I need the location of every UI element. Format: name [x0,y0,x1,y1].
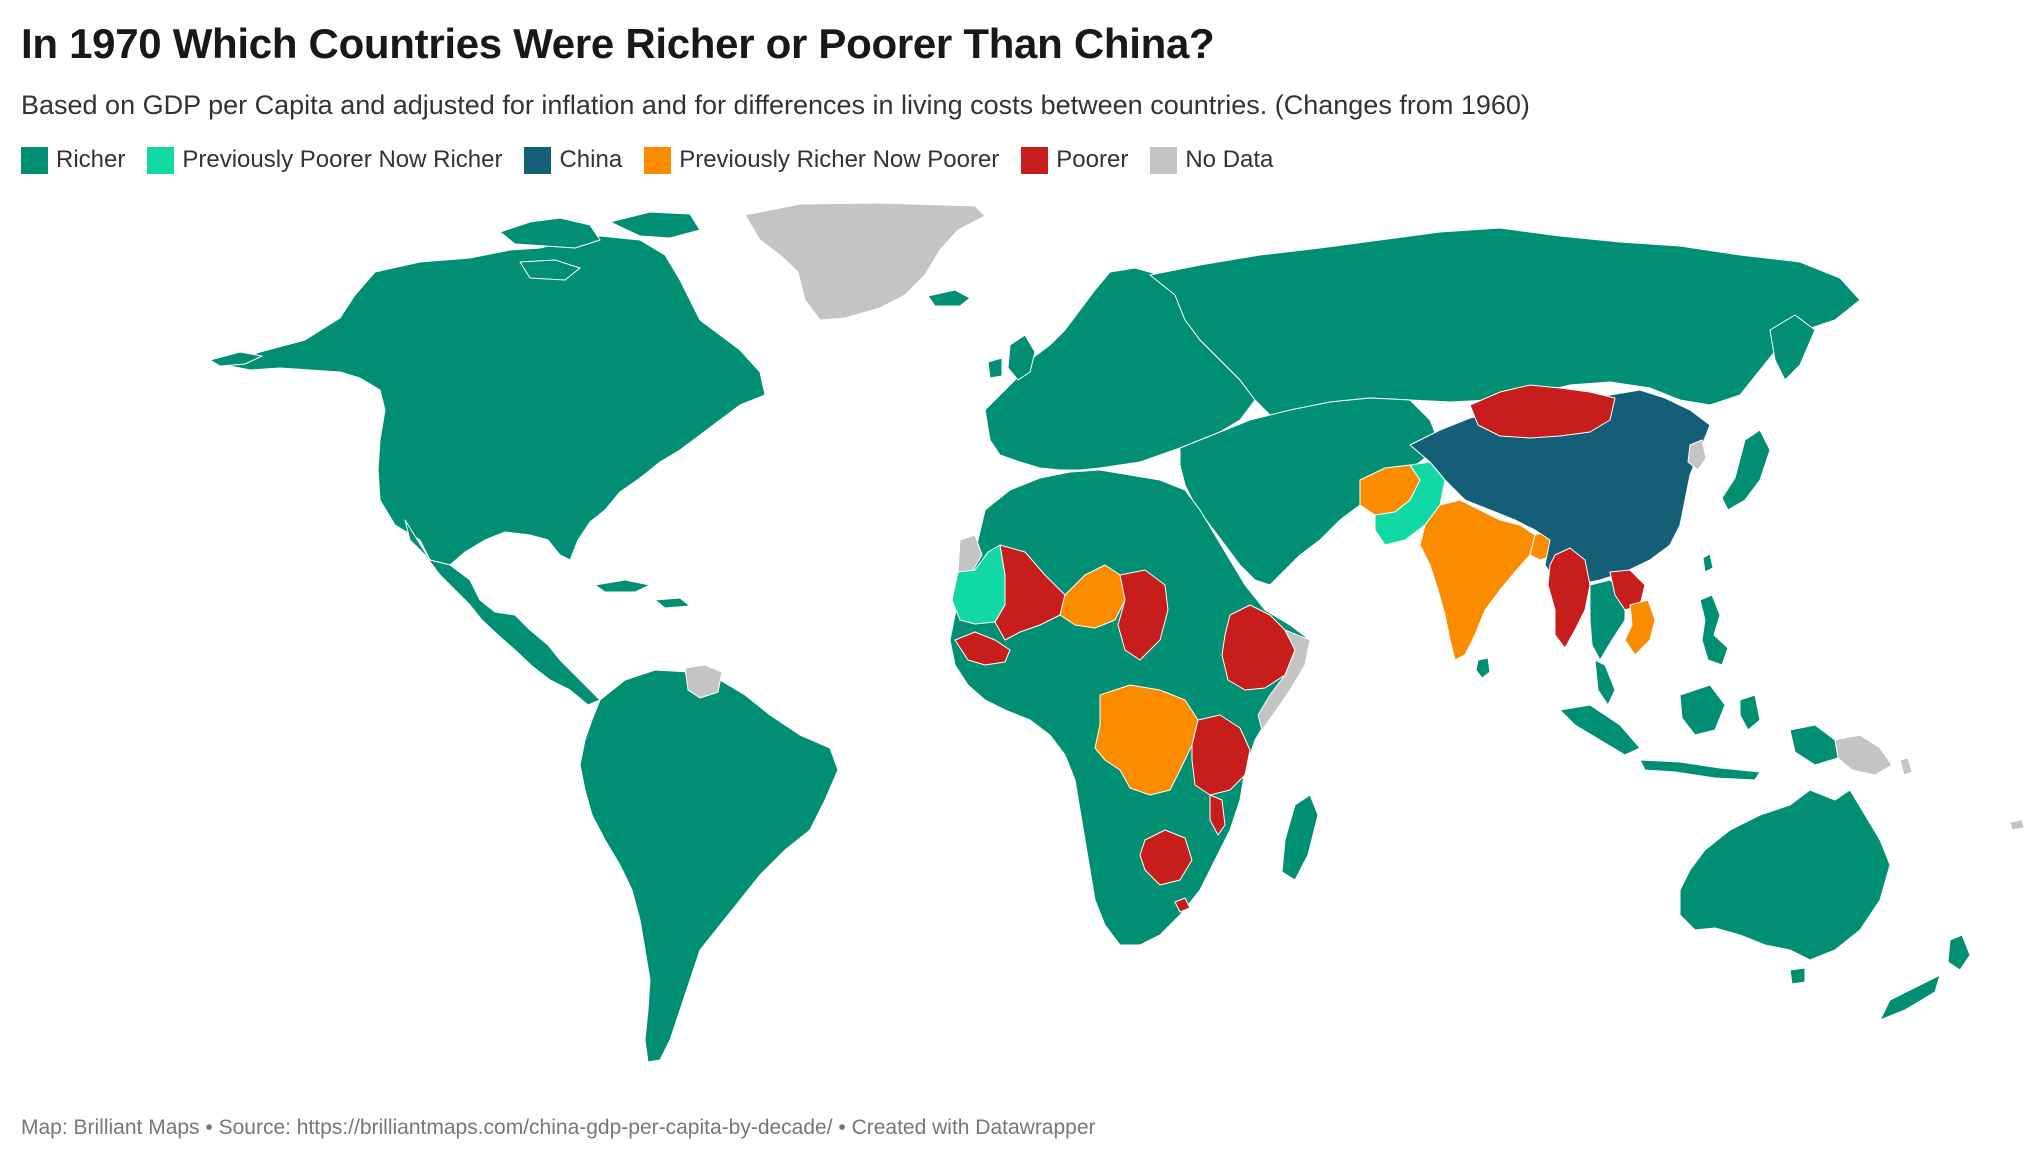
region-ethiopia[interactable] [1221,604,1296,691]
region-chad[interactable] [1117,569,1169,661]
region-lesotho[interactable] [1174,897,1191,913]
legend-label-china: China [559,146,623,173]
region-philippines[interactable] [1699,594,1729,666]
region-new-zealand[interactable] [1879,934,1971,1021]
legend-label-previously-richer-now-poorer: Previously Richer Now Poorer [679,146,1000,173]
region-north-america[interactable] [224,235,766,566]
region-madagascar[interactable] [1281,794,1319,881]
region-aleutians[interactable] [209,351,263,367]
region-british-isles[interactable] [987,334,1036,381]
region-iceland[interactable] [927,289,971,307]
region-south-america[interactable] [579,669,839,1063]
region-russia[interactable] [1149,227,1861,421]
region-pacific-islands[interactable] [1899,757,2025,831]
region-india[interactable] [1419,499,1536,661]
legend-label-previously-poorer-now-richer: Previously Poorer Now Richer [182,146,503,173]
world-map [209,202,2025,1063]
region-tasmania[interactable] [1789,967,1806,985]
region-korea[interactable] [1687,439,1707,471]
region-papua-new-guinea[interactable] [1834,734,1893,776]
legend-item-poorer: Poorer [1021,146,1128,174]
region-greenland[interactable] [744,202,986,321]
legend-item-china: China [524,146,622,174]
legend-item-richer: Richer [21,146,125,174]
region-japan[interactable] [1721,429,1771,511]
page-subtitle: Based on GDP per Capita and adjusted for… [21,90,1530,120]
region-dr-congo[interactable] [1094,684,1199,796]
legend-item-previously-richer-now-poorer: Previously Richer Now Poorer [644,146,999,174]
region-central-asia-middle-east[interactable] [1179,397,1441,586]
page-title: In 1970 Which Countries Were Richer or P… [21,20,1215,67]
region-malawi[interactable] [1209,794,1226,836]
legend: Richer Previously Poorer Now Richer Chin… [21,146,1295,174]
region-vietnam[interactable] [1624,599,1656,656]
region-botswana[interactable] [1139,829,1193,886]
legend-swatch-richer [21,146,48,174]
legend-swatch-no-data [1150,146,1178,174]
legend-swatch-previously-poorer-now-richer [147,146,175,174]
region-taiwan[interactable] [1702,553,1714,573]
region-sri-lanka[interactable] [1475,657,1491,679]
legend-item-no-data: No Data [1150,146,1273,174]
region-myanmar[interactable] [1547,547,1591,649]
region-mexico[interactable] [404,519,601,706]
region-niger[interactable] [1059,564,1126,629]
region-kamchatka[interactable] [1769,314,1816,381]
legend-item-previously-poorer-now-richer: Previously Poorer Now Richer [147,146,502,174]
region-mali[interactable] [994,544,1066,641]
legend-swatch-poorer [1021,146,1049,174]
region-west-papua[interactable] [1789,724,1839,766]
region-mongolia[interactable] [1469,384,1616,439]
footer-credit: Map: Brilliant Maps • Source: https://br… [21,1116,1096,1139]
region-somalia[interactable] [1257,629,1311,731]
legend-label-no-data: No Data [1185,146,1274,173]
region-western-sahara[interactable] [957,534,983,573]
legend-swatch-china [524,146,552,174]
region-arctic-islands[interactable] [499,211,701,281]
region-caribbean[interactable] [594,579,691,609]
region-indonesia[interactable] [1559,659,1761,781]
legend-label-richer: Richer [56,146,126,173]
region-west-africa-coast[interactable] [954,631,1011,666]
region-tanzania[interactable] [1191,714,1251,796]
region-australia[interactable] [1679,789,1891,961]
legend-label-poorer: Poorer [1056,146,1129,173]
legend-swatch-previously-richer-now-poorer [644,146,672,174]
region-guianas[interactable] [684,664,723,699]
